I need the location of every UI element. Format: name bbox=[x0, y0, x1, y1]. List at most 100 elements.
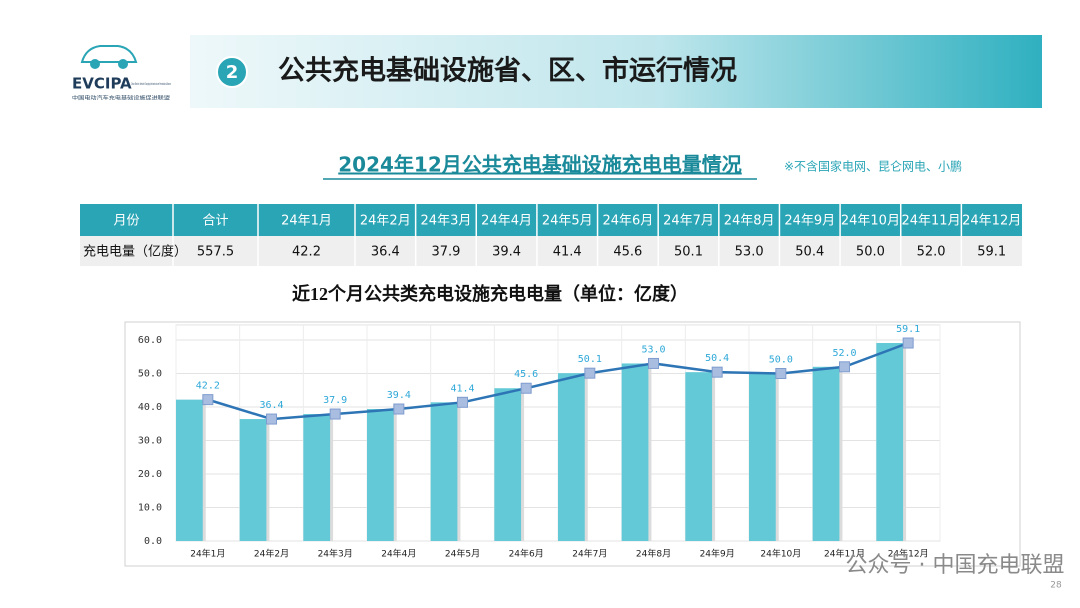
chart-title: 近12个月公共类充电设施充电电量（单位：亿度） bbox=[292, 283, 688, 304]
bar bbox=[176, 399, 203, 541]
line-marker bbox=[584, 367, 596, 379]
table-cell: 41.4 bbox=[553, 245, 582, 260]
table: 月份 合计 24年1月 24年2月 24年3月 24年4月 24年5月 24年6月 24年7月 2… bbox=[80, 204, 1022, 266]
table-header-cell: 24年11月 bbox=[901, 214, 960, 229]
note: ※不含国家电网、昆仑网电、小鹏 bbox=[784, 159, 962, 174]
x-tick-label: 24年7月 bbox=[572, 548, 607, 560]
table-header-cell: 24年2月 bbox=[360, 214, 411, 229]
line-marker bbox=[902, 337, 914, 349]
table-row bbox=[80, 236, 1022, 266]
table-header-cell: 24年8月 bbox=[724, 214, 775, 229]
value-label: 41.4 bbox=[450, 383, 474, 394]
bar bbox=[367, 409, 394, 541]
table-header-cell: 24年9月 bbox=[784, 214, 835, 229]
bar bbox=[558, 373, 585, 541]
y-tick-label: 30.0 bbox=[138, 436, 162, 447]
y-tick-label: 50.0 bbox=[138, 369, 162, 380]
y-tick-label: 10.0 bbox=[138, 503, 162, 514]
logo-org-cn: 中国电动汽车充电基础设施促进联盟 bbox=[72, 95, 170, 102]
logo-wheel bbox=[118, 59, 128, 69]
value-label: 50.1 bbox=[578, 354, 602, 365]
x-tick-label: 24年2月 bbox=[254, 548, 289, 560]
value-label: 37.9 bbox=[323, 395, 347, 406]
header-title: 公共充电基础设施省、区、市运行情况 bbox=[278, 55, 737, 87]
line-marker bbox=[266, 413, 277, 425]
header-badge bbox=[216, 56, 248, 88]
x-tick-label: 24年11月 bbox=[824, 548, 865, 560]
table-cell: 充电电量（亿度） bbox=[83, 244, 187, 260]
x-tick-label: 24年12月 bbox=[888, 548, 929, 560]
table-cell: 39.4 bbox=[492, 245, 521, 260]
line-marker bbox=[775, 368, 787, 379]
value-label: 45.6 bbox=[514, 369, 538, 380]
value-label: 42.2 bbox=[196, 381, 220, 392]
bar bbox=[239, 419, 267, 541]
table-header-cell: 24年6月 bbox=[602, 214, 653, 229]
table-cell: 59.1 bbox=[977, 245, 1006, 260]
y-tick-label: 60.0 bbox=[138, 335, 162, 346]
table-cell: 50.1 bbox=[674, 245, 703, 260]
bar bbox=[812, 366, 840, 541]
table-header-cell: 24年4月 bbox=[481, 214, 532, 229]
line-marker bbox=[393, 403, 405, 415]
y-tick-label: 40.0 bbox=[138, 402, 162, 413]
table-header-cell: 合计 bbox=[202, 214, 228, 229]
x-tick-label: 24年9月 bbox=[700, 548, 735, 560]
table-header-cell: 24年1月 bbox=[281, 214, 332, 229]
line-marker bbox=[329, 408, 341, 420]
line-marker bbox=[711, 366, 723, 378]
table-cell: 42.2 bbox=[292, 245, 321, 260]
logo: EVCIPA China Electric Vehicle Charging I… bbox=[72, 45, 171, 102]
value-label: 36.4 bbox=[259, 400, 283, 411]
line-marker bbox=[839, 361, 850, 373]
logo-org-en: China Electric Vehicle Charging Infrastr… bbox=[131, 82, 171, 86]
table-header-cell: 24年12月 bbox=[962, 214, 1021, 229]
value-label: 59.1 bbox=[896, 324, 920, 335]
header-number: 2 bbox=[226, 62, 239, 83]
bar bbox=[621, 363, 649, 541]
table-header-cell: 24年5月 bbox=[542, 214, 593, 229]
page-number: 28 bbox=[1050, 581, 1062, 591]
x-tick-label: 24年8月 bbox=[636, 548, 671, 560]
table-header-cell: 月份 bbox=[113, 214, 139, 229]
table-cell: 36.4 bbox=[371, 245, 400, 260]
table-cell: 53.0 bbox=[735, 245, 764, 260]
bar bbox=[749, 373, 776, 541]
table-header-cell: 24年10月 bbox=[841, 214, 900, 229]
watermark: 公众号 · 中国充电联盟 bbox=[846, 553, 1065, 578]
table-header-cell: 24年7月 bbox=[663, 214, 714, 229]
table-cell: 37.9 bbox=[431, 245, 460, 260]
table-cell: 50.0 bbox=[856, 245, 885, 260]
x-tick-label: 24年6月 bbox=[509, 548, 544, 560]
y-tick-label: 20.0 bbox=[138, 469, 162, 480]
x-tick-label: 24年4月 bbox=[381, 548, 416, 560]
table-cell: 50.4 bbox=[795, 245, 824, 260]
x-tick-label: 24年5月 bbox=[445, 548, 480, 560]
value-label: 50.4 bbox=[705, 353, 729, 364]
subtitle: 2024年12月公共充电基础设施充电电量情况 bbox=[338, 153, 742, 177]
header-banner bbox=[190, 35, 1042, 108]
table-cell: 52.0 bbox=[917, 245, 946, 260]
logo-wheel bbox=[90, 59, 100, 69]
line bbox=[207, 341, 909, 421]
value-label: 50.0 bbox=[769, 355, 793, 366]
table-cell: 45.6 bbox=[613, 245, 642, 260]
bar bbox=[876, 343, 904, 541]
bar bbox=[494, 388, 522, 541]
x-tick-label: 24年10月 bbox=[760, 548, 801, 560]
bar bbox=[685, 372, 713, 541]
line-marker bbox=[457, 396, 468, 408]
bar bbox=[430, 402, 458, 541]
table-header-cell: 24年3月 bbox=[421, 214, 472, 229]
value-label: 52.0 bbox=[832, 348, 856, 359]
table-header-row bbox=[80, 204, 1022, 236]
chart-frame bbox=[124, 321, 1021, 567]
logo-name: EVCIPA bbox=[72, 75, 132, 93]
bar bbox=[303, 414, 331, 541]
x-tick-label: 24年3月 bbox=[318, 548, 353, 560]
line-marker bbox=[202, 394, 214, 406]
table-cell: 557.5 bbox=[197, 245, 234, 260]
line-marker bbox=[648, 357, 659, 369]
